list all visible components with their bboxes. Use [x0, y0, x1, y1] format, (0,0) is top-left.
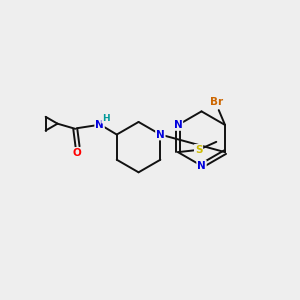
Text: N: N	[156, 130, 165, 140]
Text: S: S	[195, 145, 202, 155]
Text: O: O	[72, 148, 81, 158]
Text: N: N	[174, 120, 182, 130]
Text: Br: Br	[210, 97, 223, 107]
Text: N: N	[95, 119, 104, 130]
Text: H: H	[102, 114, 110, 123]
Text: N: N	[197, 161, 206, 171]
